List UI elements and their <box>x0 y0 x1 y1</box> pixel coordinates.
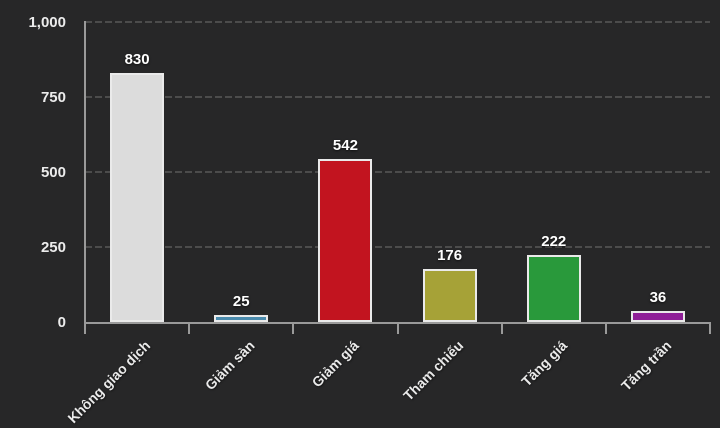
x-axis-category-label: Giảm sàn <box>201 337 258 394</box>
bar-value-label: 25 <box>232 292 250 310</box>
x-axis-tick <box>604 322 607 334</box>
x-axis-tick <box>188 322 191 334</box>
x-axis-tick <box>396 322 399 334</box>
x-axis-category-label: Giảm giá <box>308 337 363 391</box>
x-axis-category-label: Tăng giá <box>518 337 571 390</box>
bar-value-label: 542 <box>332 137 358 155</box>
y-axis-tick-label: 500 <box>40 164 66 181</box>
y-axis-tick-label: 750 <box>40 89 66 106</box>
gridline <box>85 246 710 248</box>
x-axis-category-label: Tham chiếu <box>399 337 467 404</box>
x-axis-tick <box>709 322 711 334</box>
bar-value-label: 222 <box>541 233 567 251</box>
y-axis-tick-label: 0 <box>57 314 66 331</box>
bar-3[interactable] <box>318 159 373 322</box>
bar-5[interactable] <box>526 255 581 322</box>
y-axis-tick-label: 250 <box>40 239 66 256</box>
x-axis-tick <box>292 322 295 334</box>
x-axis-category-label: Không giao dịch <box>64 337 154 427</box>
bar-value-label: 830 <box>124 51 150 68</box>
bar-1[interactable] <box>110 73 165 322</box>
bar-value-label: 36 <box>649 289 667 307</box>
bar-4[interactable] <box>422 269 477 322</box>
gridline <box>85 21 710 23</box>
gridline <box>85 96 710 98</box>
bar-6[interactable] <box>630 311 685 322</box>
bar-value-label: 176 <box>437 247 463 265</box>
y-axis-tick-label: 1,000 <box>28 14 66 31</box>
x-axis-category-label: Tăng trần <box>618 337 675 394</box>
x-axis-tick <box>500 322 503 334</box>
y-axis-line <box>84 21 86 334</box>
bar-2[interactable] <box>214 314 269 322</box>
gridline <box>85 171 710 173</box>
